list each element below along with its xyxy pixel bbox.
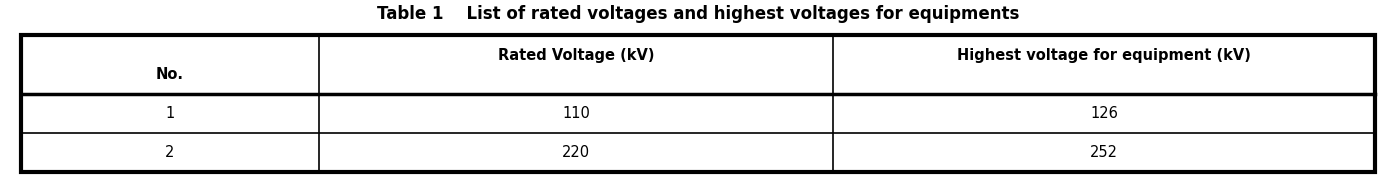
Text: No.: No.	[156, 67, 184, 82]
Text: Table 1    List of rated voltages and highest voltages for equipments: Table 1 List of rated voltages and highe…	[377, 5, 1019, 23]
Text: Rated Voltage (kV): Rated Voltage (kV)	[498, 48, 655, 63]
Text: 220: 220	[563, 145, 591, 160]
Text: 126: 126	[1090, 106, 1118, 121]
Text: 252: 252	[1090, 145, 1118, 160]
Text: 1: 1	[165, 106, 174, 121]
Text: 110: 110	[563, 106, 591, 121]
Text: 2: 2	[165, 145, 174, 160]
Text: Highest voltage for equipment (kV): Highest voltage for equipment (kV)	[958, 48, 1251, 63]
Bar	[21, 35, 1375, 172]
